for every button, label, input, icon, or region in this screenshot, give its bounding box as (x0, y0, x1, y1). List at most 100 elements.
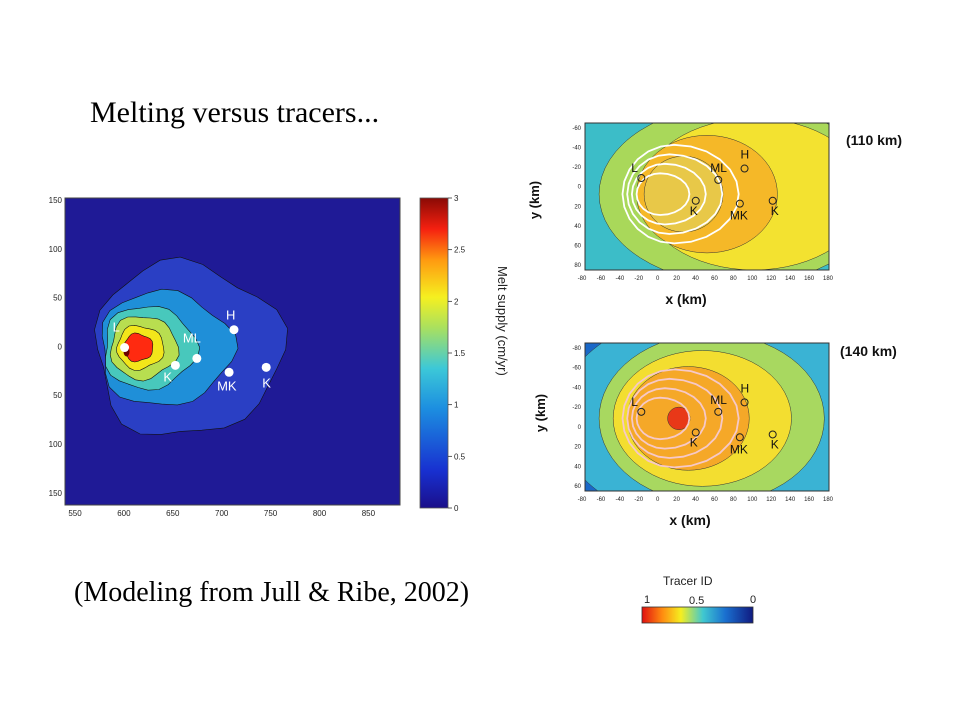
station-marker (261, 362, 271, 372)
melt-supply-map: L ML H K MK K 150 100 50 0 50 100 150 550 600 650 700 7… (49, 196, 401, 518)
tracer-tick-label: 0 (750, 594, 756, 606)
melt-contour-line (635, 396, 691, 441)
x-tick-label: -80 (578, 276, 587, 282)
station-label: ML (710, 393, 727, 407)
x-tick-label: 650 (166, 509, 180, 518)
bottom-depth-annotation: (140 km) (840, 343, 897, 359)
y-tick-label: -20 (572, 405, 581, 411)
station-marker (192, 353, 202, 363)
x-tick-label: 180 (823, 497, 834, 503)
x-tick-label: 140 (785, 276, 796, 282)
station-label: K (690, 204, 698, 218)
x-tick-label: 160 (804, 276, 815, 282)
top-depth-annotation: (110 km) (846, 132, 902, 148)
x-tick-label: 750 (264, 509, 278, 518)
y-tick-label: 60 (574, 484, 581, 490)
y-tick-label: -60 (572, 366, 581, 372)
y-tick-label: -40 (572, 146, 581, 152)
station-marker (224, 367, 234, 377)
y-tick-label: 80 (574, 263, 581, 269)
colorbar-tick-label: 0 (454, 504, 459, 513)
x-tick-label: 800 (313, 509, 327, 518)
tracer-legend-title: Tracer ID (663, 574, 713, 588)
station-marker (691, 428, 700, 437)
top-map-frame (584, 122, 830, 271)
melt-contour-line (630, 387, 707, 450)
y-tick-label: 50 (53, 294, 62, 303)
y-tick-label: 150 (49, 196, 63, 205)
x-tick-label: -60 (597, 497, 606, 503)
station-label: MK (730, 442, 748, 456)
station-label: H (226, 308, 235, 323)
colorbar-tick-label: 1 (454, 401, 459, 410)
station-label: K (771, 204, 779, 218)
station-marker (170, 360, 180, 370)
colorbar-gradient (419, 197, 449, 509)
tracer-tick-label: 0.5 (689, 595, 704, 607)
y-tick-label: 50 (53, 391, 62, 400)
x-tick-label: 0 (656, 497, 660, 503)
x-tick-label: 20 (673, 276, 680, 282)
melt-contour-line (626, 377, 724, 459)
x-tick-label: 80 (730, 497, 737, 503)
y-tick-label: -80 (572, 346, 581, 352)
bottom-y-axis-label: y (km) (533, 394, 548, 432)
x-tick-label: -40 (616, 276, 625, 282)
station-marker (735, 433, 744, 442)
slide-title: Melting versus tracers... (90, 96, 380, 129)
station-marker (768, 196, 777, 205)
x-tick-label: 20 (673, 497, 680, 503)
colorbar-tick-label: 2 (454, 297, 459, 306)
y-tick-label: -60 (572, 126, 581, 132)
x-tick-label: 100 (747, 276, 758, 282)
station-label: H (741, 148, 750, 162)
y-tick-label: 20 (574, 204, 581, 210)
melt-contour-line (621, 368, 740, 469)
station-marker (735, 199, 744, 208)
tracer-tick-label: 1 (644, 594, 650, 606)
station-marker (691, 196, 700, 205)
tracer-id-legend: Tracer ID 1 0.5 0 (641, 574, 756, 624)
colorbar-tick-label: 1.5 (454, 349, 466, 358)
x-tick-label: 100 (747, 497, 758, 503)
y-tick-label: 0 (58, 342, 63, 351)
x-tick-label: 550 (68, 509, 82, 518)
station-marker (637, 407, 646, 416)
melt-contour-line (630, 162, 707, 226)
x-tick-label: 140 (785, 497, 796, 503)
colorbar-label: Melt supply (cm/yr) (495, 266, 510, 376)
station-label: K (690, 436, 698, 450)
melt-contour-line (626, 153, 724, 235)
y-tick-label: 40 (574, 464, 581, 470)
x-tick-label: 120 (766, 497, 777, 503)
x-tick-label: 40 (692, 497, 699, 503)
x-tick-label: -60 (597, 276, 606, 282)
x-tick-label: 40 (692, 276, 699, 282)
x-tick-label: 60 (711, 276, 718, 282)
station-marker (120, 343, 130, 353)
melt-colorbar: 0 0.5 1 1.5 2 2.5 3 Melt supply (cm/yr) (419, 194, 510, 513)
station-marker (637, 174, 646, 183)
station-label: L (631, 395, 638, 409)
station-label: ML (183, 330, 201, 345)
station-label: ML (710, 161, 727, 175)
x-tick-label: -80 (578, 497, 587, 503)
station-marker (740, 164, 749, 173)
melt-contour-line (621, 143, 740, 245)
x-tick-label: 60 (711, 497, 718, 503)
colorbar-tick-label: 2.5 (454, 246, 466, 255)
bottom-x-axis-label: x (km) (669, 512, 710, 528)
colorbar-tick-label: 0.5 (454, 452, 466, 461)
x-tick-label: 180 (823, 276, 834, 282)
y-tick-label: 0 (578, 185, 582, 191)
station-label: K (771, 437, 779, 451)
colorbar-tick-label: 3 (454, 194, 459, 203)
y-tick-label: -20 (572, 165, 581, 171)
top-y-axis-label: y (km) (527, 181, 542, 219)
x-tick-label: 0 (656, 276, 660, 282)
y-tick-label: 150 (49, 489, 63, 498)
x-tick-label: 120 (766, 276, 777, 282)
y-tick-label: 100 (49, 440, 63, 449)
melt-map-frame (64, 197, 401, 506)
